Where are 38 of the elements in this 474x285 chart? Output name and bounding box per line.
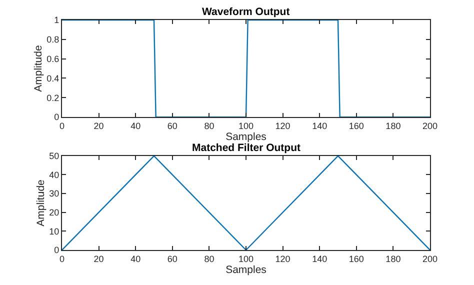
x-tick-label: 160	[348, 254, 364, 264]
x-tick-label: 200	[422, 254, 438, 264]
x-tick-label: 180	[386, 120, 401, 131]
x-tick-label: 40	[130, 120, 141, 131]
x-axis-title: Samples	[226, 130, 266, 143]
x-tick-label: 20	[94, 120, 104, 131]
x-tick-label: 180	[386, 254, 401, 264]
y-tick-label: 0.2	[46, 92, 60, 103]
x-tick-label: 80	[204, 120, 214, 131]
x-tick-label: 100	[238, 254, 254, 264]
x-tick-label: 40	[130, 254, 141, 264]
y-tick-label: 0	[54, 112, 60, 122]
x-axis-title: Samples	[226, 264, 266, 276]
y-tick-label: 20	[49, 208, 60, 218]
x-tick-label: 140	[312, 120, 328, 131]
x-tick-label: 80	[204, 254, 214, 264]
x-tick-label: 20	[94, 254, 104, 264]
x-tick-label: 120	[275, 120, 290, 131]
y-tick-label: 0.6	[46, 54, 60, 64]
y-tick-label: 10	[49, 226, 60, 236]
y-tick-label: 40	[49, 170, 60, 180]
x-tick-label: 160	[348, 120, 364, 131]
y-tick-label: 0.8	[46, 34, 60, 45]
x-tick-label: 120	[275, 254, 290, 264]
y-tick-label: 0	[54, 245, 60, 256]
chart-title: Matched Filter Output	[192, 142, 301, 154]
x-tick-label: 60	[167, 254, 178, 264]
y-tick-label: 50	[49, 151, 60, 162]
x-tick-label: 100	[238, 120, 254, 131]
x-tick-label: 140	[312, 254, 328, 264]
y-tick-label: 1	[54, 15, 60, 26]
chart-title: Waveform Output	[202, 6, 290, 18]
x-tick-label: 60	[167, 120, 178, 131]
y-axis-title: Amplitude	[35, 179, 48, 226]
y-tick-label: 0.4	[46, 73, 60, 84]
x-tick-label: 200	[422, 120, 438, 131]
y-tick-label: 30	[49, 188, 60, 199]
y-axis-title: Amplitude	[32, 45, 45, 92]
